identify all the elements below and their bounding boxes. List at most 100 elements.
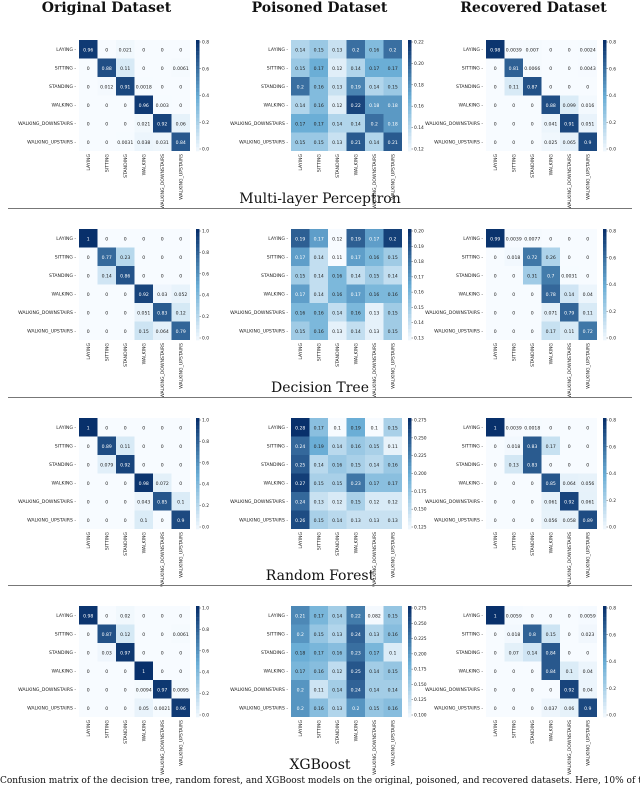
cell-value: 0.0066 xyxy=(524,66,540,72)
cell-value: 0 xyxy=(142,425,145,431)
cell-value: 0.1 xyxy=(566,669,573,675)
title-poisoned-dataset: Poisoned Dataset xyxy=(251,0,388,16)
x-tick-label: WALKING_DOWNSTAIRS xyxy=(160,720,166,775)
colorbar-segment xyxy=(408,440,412,445)
cell-value: 0.2 xyxy=(371,121,378,127)
cell-value: 0.16 xyxy=(314,669,324,675)
colorbar-segment xyxy=(408,128,412,133)
heatmap-cell xyxy=(171,436,190,455)
cell-value: 0.12 xyxy=(332,66,342,72)
heatmap-cell xyxy=(523,455,542,474)
heatmap-cell xyxy=(504,266,523,285)
cell-value: 0 xyxy=(494,706,497,712)
heatmap-cell xyxy=(578,680,597,699)
colorbar-segment xyxy=(196,65,200,70)
colorbar-segment xyxy=(603,269,607,274)
y-tick-label: WALKING_UPSTAIRS - xyxy=(27,518,76,524)
colorbar-segment xyxy=(603,672,607,677)
heatmap-cell xyxy=(486,473,505,492)
colorbar-tick-label: 0.20 xyxy=(414,61,424,67)
cell-value: 0 xyxy=(161,650,164,656)
heatmap-cell xyxy=(560,606,579,625)
heatmap-cell xyxy=(541,624,560,643)
cell-value: 0 xyxy=(568,650,571,656)
x-tick-label: WALKING_DOWNSTAIRS xyxy=(567,343,573,398)
cell-value: 0.1 xyxy=(334,425,341,431)
heatmap-cell xyxy=(504,77,523,96)
colorbar-segment xyxy=(196,525,200,530)
heatmap-cell xyxy=(578,418,597,437)
y-tick-label: WALKING_DOWNSTAIRS - xyxy=(425,310,483,316)
y-tick-label: WALKING_UPSTAIRS - xyxy=(239,706,288,712)
cell-value: 0.12 xyxy=(369,499,379,505)
cell-value: 0.021 xyxy=(119,47,132,53)
heatmap-cell xyxy=(365,247,384,266)
heatmap-cell xyxy=(79,661,98,680)
cell-value: 0.13 xyxy=(351,518,361,524)
heatmap-cell xyxy=(116,95,135,114)
cell-value: 0.0039 xyxy=(506,236,522,242)
heatmap-cell xyxy=(560,436,579,455)
colorbar-tick-label: 0.18 xyxy=(414,82,424,88)
colorbar-segment xyxy=(408,106,412,111)
colorbar-tick-label: 0.8 xyxy=(202,250,209,256)
cell-value: 0 xyxy=(105,481,108,487)
cell-value: 0.02 xyxy=(120,613,130,619)
colorbar-segment xyxy=(603,713,607,718)
heatmap-cell xyxy=(171,229,190,248)
heatmap-cell xyxy=(134,95,153,114)
heatmap-cell xyxy=(578,58,597,77)
cell-value: 0.16 xyxy=(332,273,342,279)
colorbar-segment xyxy=(408,506,412,511)
heatmap-cell xyxy=(328,492,347,511)
cell-value: 0 xyxy=(512,103,515,109)
y-tick-label: WALKING_DOWNSTAIRS - xyxy=(230,687,288,693)
heatmap-cell xyxy=(504,132,523,151)
colorbar-segment xyxy=(408,451,412,456)
cell-value: 0.14 xyxy=(369,84,379,90)
heatmap-cell xyxy=(346,698,365,717)
heatmap-cell xyxy=(365,114,384,133)
colorbar-tick-label: 0.100 xyxy=(414,713,427,719)
cell-value: 0.12 xyxy=(332,499,342,505)
heatmap-cell xyxy=(523,266,542,285)
cell-value: 0.16 xyxy=(351,444,361,450)
heatmap-cell xyxy=(291,303,310,322)
cell-value: 0.96 xyxy=(83,47,93,53)
colorbar-segment xyxy=(603,102,607,107)
cell-value: 0.018 xyxy=(507,255,520,261)
colorbar-tick-label: 0.16 xyxy=(414,104,424,110)
cell-value: 0.31 xyxy=(527,273,537,279)
heatmap-cell xyxy=(365,284,384,303)
colorbar-segment xyxy=(603,314,607,319)
cell-value: 0.17 xyxy=(314,236,324,242)
heatmap-cell xyxy=(346,680,365,699)
colorbar-segment xyxy=(408,455,412,459)
colorbar-segment xyxy=(603,628,607,633)
heatmap-cell xyxy=(504,661,523,680)
heatmap-cell xyxy=(171,698,190,717)
heatmap-cell xyxy=(383,643,402,662)
heatmap-cell xyxy=(116,321,135,340)
cell-value: 0 xyxy=(124,329,127,335)
colorbar-segment xyxy=(408,628,412,633)
heatmap-cell xyxy=(116,473,135,492)
cell-value: 0.018 xyxy=(507,444,520,450)
heatmap-cell xyxy=(523,643,542,662)
heatmap-cell xyxy=(116,40,135,59)
heatmap-cell xyxy=(134,680,153,699)
cell-value: 0 xyxy=(105,292,108,298)
heatmap-cell xyxy=(79,624,98,643)
cell-value: 0.17 xyxy=(369,650,379,656)
heatmap-cell xyxy=(116,680,135,699)
model-title-mlp: Multi-layer Perceptron xyxy=(239,191,401,207)
cell-value: 0 xyxy=(494,329,497,335)
colorbar-segment xyxy=(196,646,200,651)
cell-value: 0.064 xyxy=(563,481,576,487)
heatmap-cell xyxy=(153,266,172,285)
colorbar-tick-label: 0.18 xyxy=(414,259,424,265)
colorbar-segment xyxy=(408,631,412,636)
cell-value: 0.16 xyxy=(388,462,398,468)
cell-value: 0.81 xyxy=(509,66,519,72)
colorbar-segment xyxy=(603,484,607,489)
